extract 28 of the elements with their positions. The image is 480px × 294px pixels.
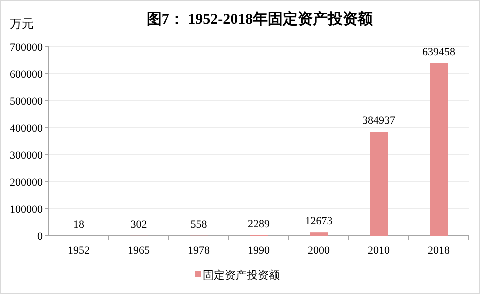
x-tick-label: 1965 [128, 245, 150, 257]
data-label: 18 [74, 218, 85, 231]
x-tick-label: 1978 [188, 245, 210, 257]
data-label: 2289 [248, 218, 270, 230]
y-tick-label: 100000 [10, 204, 44, 216]
y-tick-label: 400000 [10, 122, 44, 135]
y-tick-label: 300000 [10, 150, 44, 162]
legend-label: 固定资产投资额 [203, 268, 280, 282]
y-tick-label: 700000 [10, 42, 44, 54]
y-tick-label: 0 [38, 230, 44, 243]
x-tick-label: 2010 [368, 245, 390, 257]
data-label: 558 [190, 218, 208, 231]
x-tick-label: 2000 [308, 245, 330, 257]
x-tick-label: 1952 [68, 245, 90, 257]
data-label: 384937 [362, 115, 396, 128]
bar [310, 232, 328, 236]
data-label: 302 [130, 218, 148, 231]
chart-title: 图7： 1952-2018年固定资产投资额 [146, 10, 374, 28]
y-tick-label: 200000 [10, 176, 44, 189]
x-tick-label: 1990 [248, 245, 270, 257]
y-tick-label: 500000 [10, 96, 44, 108]
data-label: 639458 [422, 46, 456, 58]
y-tick-label: 600000 [10, 68, 44, 81]
y-axis-title: 万元 [10, 17, 34, 31]
bar [370, 132, 388, 236]
x-tick-label: 2018 [428, 245, 450, 257]
data-label: 12673 [305, 216, 334, 228]
bar [430, 63, 448, 236]
